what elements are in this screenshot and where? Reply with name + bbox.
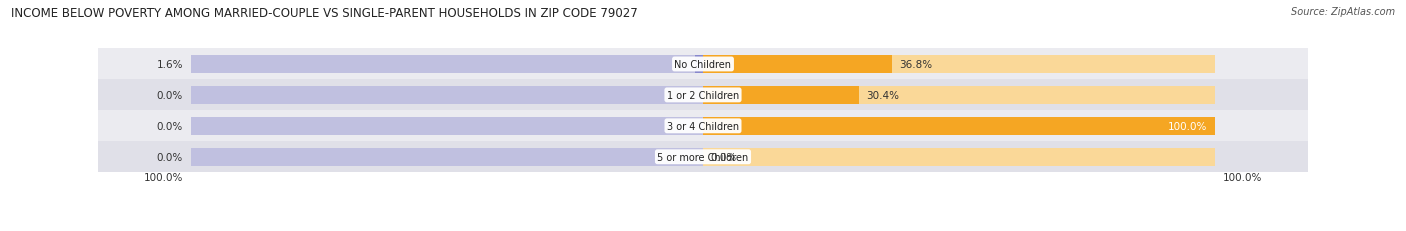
Bar (98, 111, 1308, 142)
Bar (191, 87, 703, 104)
Bar (98, 80, 1308, 111)
Text: Source: ZipAtlas.com: Source: ZipAtlas.com (1291, 7, 1395, 17)
Text: 0.0%: 0.0% (710, 152, 737, 162)
Text: 0.0%: 0.0% (156, 152, 183, 162)
Bar (703, 87, 859, 104)
Text: 100.0%: 100.0% (1168, 121, 1208, 131)
Text: 3 or 4 Children: 3 or 4 Children (666, 121, 740, 131)
Bar (703, 148, 1215, 166)
Bar (191, 56, 703, 74)
Text: 1.6%: 1.6% (156, 60, 183, 70)
Bar (98, 142, 1308, 173)
Text: 30.4%: 30.4% (866, 91, 900, 100)
Text: 36.8%: 36.8% (900, 60, 932, 70)
Text: No Children: No Children (675, 60, 731, 70)
Bar (703, 87, 1215, 104)
Bar (703, 117, 1215, 135)
Text: 0.0%: 0.0% (156, 91, 183, 100)
Text: 100.0%: 100.0% (1223, 172, 1263, 182)
Bar (703, 56, 891, 74)
Text: 100.0%: 100.0% (143, 172, 183, 182)
Bar (703, 117, 1215, 135)
Text: 1 or 2 Children: 1 or 2 Children (666, 91, 740, 100)
Text: INCOME BELOW POVERTY AMONG MARRIED-COUPLE VS SINGLE-PARENT HOUSEHOLDS IN ZIP COD: INCOME BELOW POVERTY AMONG MARRIED-COUPL… (11, 7, 638, 20)
Bar (191, 148, 703, 166)
Text: 5 or more Children: 5 or more Children (658, 152, 748, 162)
Bar (695, 56, 703, 74)
Bar (98, 49, 1308, 80)
Text: 0.0%: 0.0% (156, 121, 183, 131)
Bar (191, 117, 703, 135)
Bar (703, 56, 1215, 74)
